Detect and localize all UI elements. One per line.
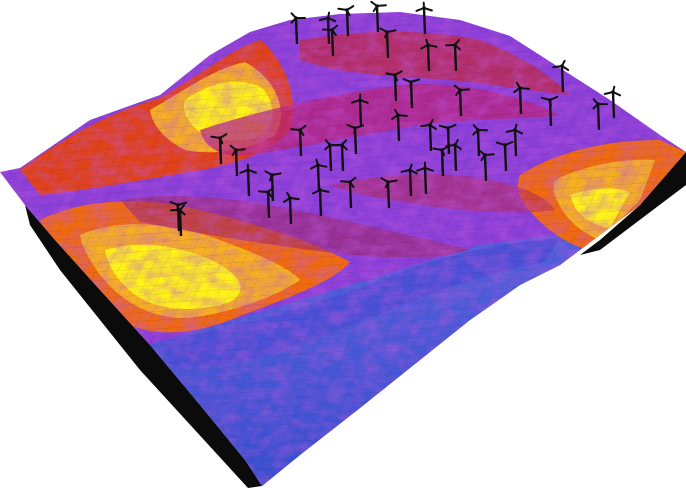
wind-turbine [351,93,369,127]
wind-turbine [402,78,420,109]
wind-turbine [370,0,387,33]
wind-turbine [290,124,307,157]
wind-turbine [337,5,355,37]
wind-turbine [552,59,570,93]
wind-turbine [379,27,397,59]
wind-turbine [318,11,337,45]
wind-turbine [385,70,403,102]
wind-turbine [603,85,622,119]
wind-turbine [420,38,438,72]
wind-turbine [513,81,530,115]
wind-turbine [478,149,495,182]
wind-turbine [592,98,608,131]
wind-turbine [400,163,418,197]
wind-turbine [283,191,300,225]
wind-turbine [391,108,408,142]
wind-turbine [229,144,246,177]
wind-turbines [169,0,622,237]
wind-turbine [445,39,461,72]
wind-turbine [380,177,398,209]
wind-turbine [416,161,434,195]
wind-turbine [324,139,340,172]
wind-turbine [438,123,457,155]
wind-turbine [420,118,437,152]
wind-turbine [210,133,228,165]
wind-turbine [264,170,282,202]
wind-turbine [472,124,488,157]
wind-turbine [239,163,257,197]
wind-turbine [290,12,306,45]
wind-turbine [340,176,357,209]
wind-turbine [505,123,523,157]
wind-turbine [445,138,462,172]
terrain-side-left [25,205,262,488]
wind-turbine [540,95,559,127]
wind-turbine [322,24,339,57]
wind-turbine [346,124,365,155]
wind-turbine [453,84,470,117]
wind-turbine [495,141,514,172]
wind-turbine [312,183,330,217]
wind-turbine [432,145,450,177]
wind-turbine [415,1,433,35]
wind-turbine [169,200,188,232]
